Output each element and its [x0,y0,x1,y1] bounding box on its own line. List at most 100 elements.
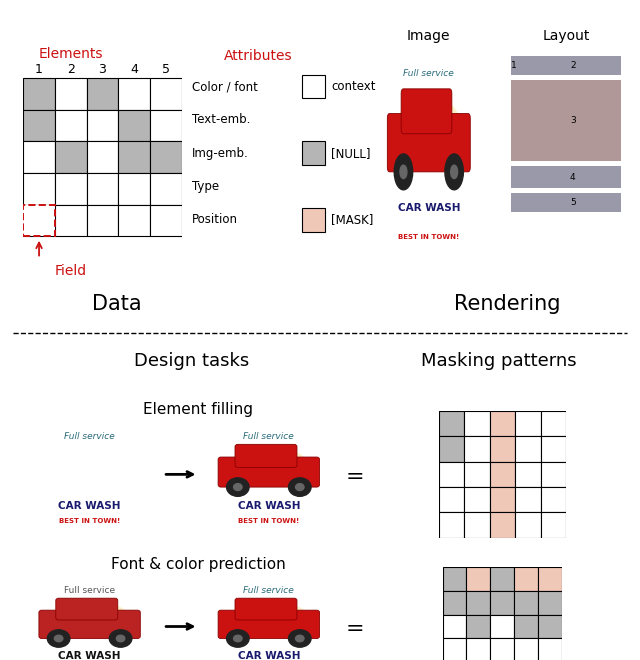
Text: [MASK]: [MASK] [332,213,374,226]
Text: 2: 2 [570,61,575,70]
Bar [439,462,464,487]
Bar [490,591,515,614]
Text: 4: 4 [570,172,575,182]
Bar [464,512,490,538]
Text: Layout: Layout [543,29,590,44]
Text: CAR WASH: CAR WASH [58,651,121,660]
Bar [515,436,541,462]
Bar [511,166,621,187]
Bar [302,208,325,232]
Text: Full service: Full service [64,432,115,441]
Bar [150,173,182,205]
Text: Data: Data [92,294,141,313]
Bar [515,614,538,638]
Text: Rendering: Rendering [454,294,560,313]
Circle shape [234,484,242,490]
Circle shape [227,478,249,496]
Bar [23,205,55,236]
Text: 3: 3 [99,63,106,77]
Bar [541,436,566,462]
Bar [150,205,182,236]
Bar [515,487,541,512]
Text: 3: 3 [570,115,575,125]
Text: 5: 5 [570,199,575,207]
Bar [467,591,490,614]
Bar [490,436,515,462]
Bar [515,591,538,614]
Circle shape [47,630,70,647]
Circle shape [54,635,63,642]
Circle shape [451,165,458,179]
Text: CAR WASH: CAR WASH [397,203,460,213]
Circle shape [227,630,249,647]
Text: Full service: Full service [64,586,115,595]
Text: CAR WASH: CAR WASH [237,500,300,511]
Bar [23,78,55,110]
Bar [302,75,325,98]
Text: Position: Position [192,213,238,226]
Text: CAR WASH: CAR WASH [237,651,300,660]
Circle shape [109,630,132,647]
Bar [439,436,464,462]
Bar [55,205,86,236]
Bar [538,566,563,591]
Bar [490,411,515,436]
Bar [467,638,490,660]
Text: Element filling: Element filling [143,402,253,416]
Circle shape [445,154,463,190]
Circle shape [400,165,407,179]
Ellipse shape [228,447,310,485]
Bar [86,141,118,173]
Text: Text-emb.: Text-emb. [192,114,250,126]
FancyBboxPatch shape [56,598,118,620]
Circle shape [289,478,311,496]
Bar [541,411,566,436]
Bar [511,80,621,160]
Bar [538,614,563,638]
Text: =: = [346,619,365,640]
Circle shape [296,484,304,490]
Bar [150,141,182,173]
Text: Full service: Full service [403,69,454,78]
FancyBboxPatch shape [235,444,297,467]
Bar [23,205,55,236]
Circle shape [289,630,311,647]
Bar [490,566,515,591]
Bar [23,173,55,205]
Bar [439,487,464,512]
Bar [86,173,118,205]
Text: 1: 1 [511,61,516,70]
Bar [515,638,538,660]
Bar [55,78,86,110]
Bar [55,110,86,141]
Ellipse shape [396,94,462,168]
Text: Design tasks: Design tasks [134,352,250,370]
Circle shape [296,635,304,642]
FancyBboxPatch shape [218,610,319,638]
Bar [490,638,515,660]
Bar [464,487,490,512]
Text: Full service: Full service [243,586,294,595]
Bar [515,512,541,538]
Text: Masking patterns: Masking patterns [421,352,577,370]
Bar [86,110,118,141]
Circle shape [234,635,242,642]
Text: =: = [346,467,365,487]
Bar [23,110,55,141]
Text: 2: 2 [67,63,75,77]
Text: 1: 1 [35,63,43,77]
Bar [55,173,86,205]
FancyBboxPatch shape [401,89,452,134]
Bar [86,205,118,236]
Ellipse shape [49,601,131,637]
Text: Color / font: Color / font [192,80,258,93]
Text: BEST IN TOWN!: BEST IN TOWN! [59,517,120,523]
Bar [515,566,538,591]
Bar [86,78,118,110]
Ellipse shape [228,601,310,637]
Text: context: context [332,80,376,93]
Bar [511,193,621,213]
Bar [541,512,566,538]
Bar [302,141,325,165]
Bar [439,512,464,538]
